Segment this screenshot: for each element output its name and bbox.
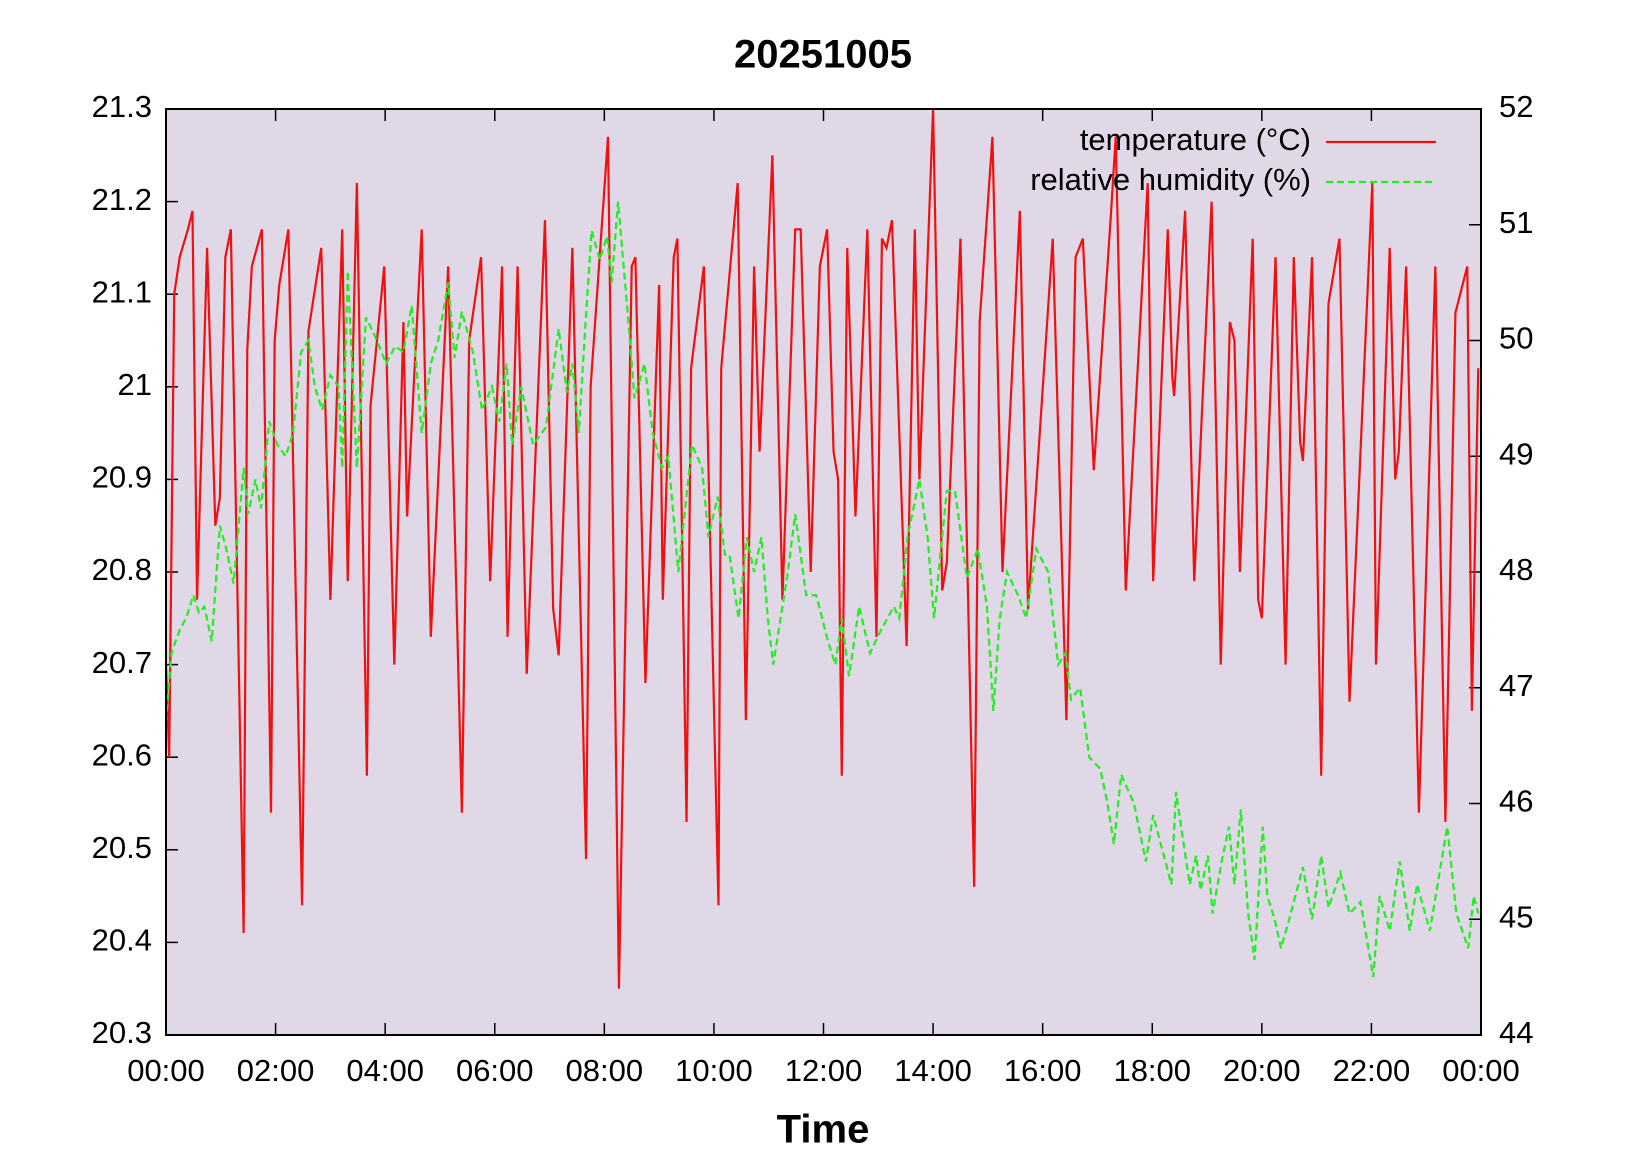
y-tick-label: 20.5 bbox=[92, 830, 152, 865]
x-tick-label: 14:00 bbox=[894, 1053, 972, 1088]
y2-tick-label: 44 bbox=[1499, 1015, 1533, 1050]
y2-tick-label: 50 bbox=[1499, 321, 1533, 356]
y2-tick-label: 48 bbox=[1499, 552, 1533, 587]
x-tick-label: 00:00 bbox=[1442, 1053, 1520, 1088]
y2-tick-label: 49 bbox=[1499, 436, 1533, 471]
x-tick-label: 00:00 bbox=[127, 1053, 205, 1088]
y2-tick-label: 45 bbox=[1499, 899, 1533, 934]
plot-background bbox=[166, 109, 1481, 1035]
x-tick-label: 08:00 bbox=[566, 1053, 644, 1088]
x-axis-label: Time bbox=[777, 1108, 870, 1152]
x-tick-label: 22:00 bbox=[1333, 1053, 1411, 1088]
x-tick-label: 02:00 bbox=[237, 1053, 315, 1088]
x-tick-label: 18:00 bbox=[1113, 1053, 1191, 1088]
y-tick-label: 20.3 bbox=[92, 1015, 152, 1050]
x-tick-label: 04:00 bbox=[346, 1053, 424, 1088]
legend-label: temperature (°C) bbox=[1080, 122, 1311, 157]
x-tick-label: 16:00 bbox=[1004, 1053, 1082, 1088]
series-line bbox=[164, 108, 1480, 989]
y2-tick-label: 52 bbox=[1499, 89, 1533, 124]
chart-title: 20251005 bbox=[734, 33, 912, 77]
x-tick-label: 10:00 bbox=[675, 1053, 753, 1088]
y-tick-label: 21.1 bbox=[92, 274, 152, 309]
y-tick-label: 20.7 bbox=[92, 645, 152, 680]
x-tick-label: 12:00 bbox=[785, 1053, 863, 1088]
y-tick-label: 20.8 bbox=[92, 552, 152, 587]
y-tick-label: 20.4 bbox=[92, 923, 152, 958]
y-tick-label: 20.6 bbox=[92, 737, 152, 772]
y2-tick-label: 47 bbox=[1499, 668, 1533, 703]
y-tick-label: 20.9 bbox=[92, 460, 152, 495]
y2-tick-label: 51 bbox=[1499, 205, 1533, 240]
x-tick-label: 20:00 bbox=[1223, 1053, 1301, 1088]
legend-label: relative humidity (%) bbox=[1030, 162, 1311, 197]
plot-frame bbox=[165, 108, 1482, 1036]
y-tick-label: 21.3 bbox=[92, 89, 152, 124]
x-tick-label: 06:00 bbox=[456, 1053, 534, 1088]
y-tick-label: 21.2 bbox=[92, 182, 152, 217]
series-line bbox=[164, 201, 1480, 978]
y2-tick-label: 46 bbox=[1499, 784, 1533, 819]
y-tick-label: 21 bbox=[118, 367, 152, 402]
